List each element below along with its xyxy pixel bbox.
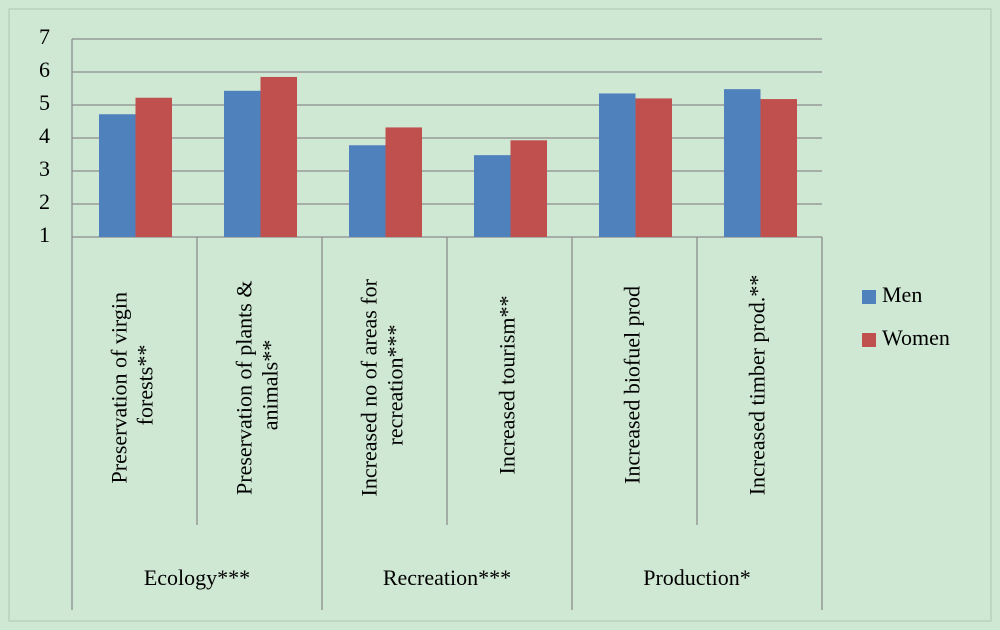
y-tick-label: 1: [39, 222, 50, 247]
y-tick-label: 3: [39, 156, 50, 181]
bar: [224, 90, 261, 237]
bar: [510, 140, 547, 237]
frame: [8, 8, 992, 622]
x-tick-label: Preservation of virgin forests**: [107, 287, 158, 484]
bar: [635, 98, 672, 238]
legend-label: Men: [882, 282, 922, 307]
x-tick-label: Increased biofuel prod: [620, 286, 645, 484]
legend-swatch: [862, 333, 876, 347]
x-tick-label: Increased tourism**: [495, 296, 520, 475]
x-tick-label: Increased no of areas for recreation***: [357, 274, 408, 497]
x-tick-label: Increased timber prod.**: [745, 275, 770, 496]
legend-label: Women: [882, 325, 950, 350]
bar: [760, 99, 797, 237]
bar: [474, 155, 511, 237]
group-label: Recreation***: [383, 565, 511, 590]
y-tick-label: 2: [39, 189, 50, 214]
y-tick-label: 4: [39, 123, 50, 148]
y-tick-label: 5: [39, 90, 50, 115]
legend-swatch: [862, 290, 876, 304]
bar: [349, 145, 386, 237]
bar: [385, 127, 422, 237]
y-tick-label: 7: [39, 24, 50, 49]
group-label: Production*: [643, 565, 751, 590]
bar: [135, 97, 172, 238]
bar: [599, 93, 636, 237]
bar: [260, 76, 297, 237]
x-tick-label: Preservation of plants & animals**: [232, 275, 283, 495]
group-label: Ecology***: [144, 565, 250, 590]
bar: [724, 89, 761, 237]
y-tick-label: 6: [39, 57, 50, 82]
bar: [99, 114, 136, 237]
